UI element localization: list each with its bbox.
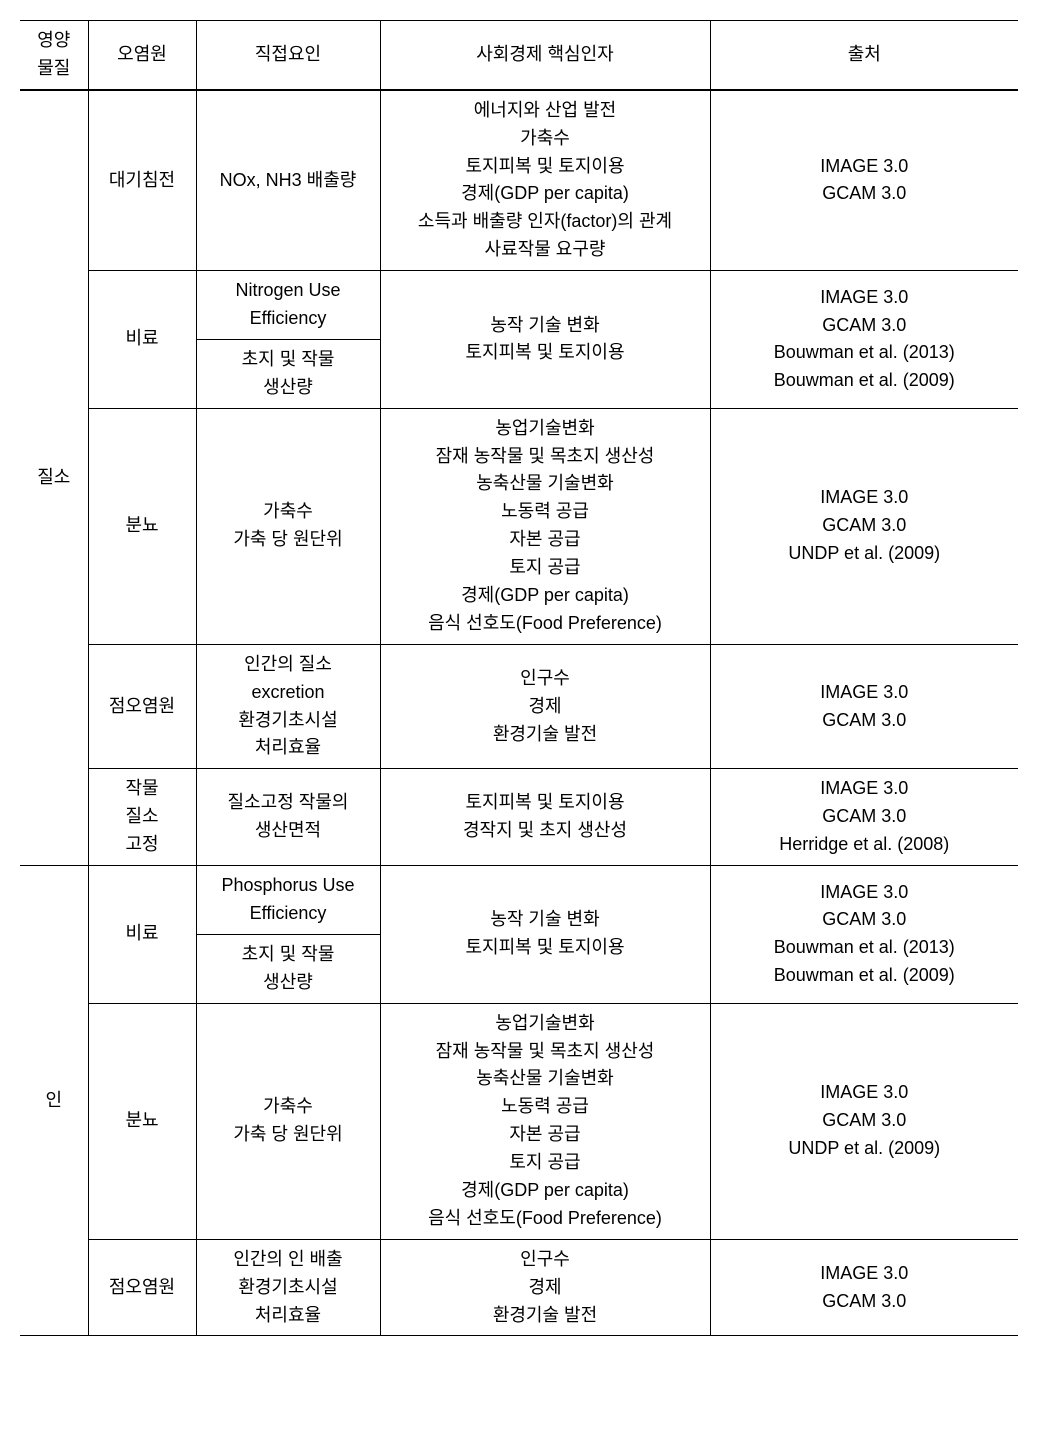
cell-source: 비료 xyxy=(88,271,196,409)
header-socio: 사회경제 핵심인자 xyxy=(380,21,710,90)
table-header-row: 영양 물질 오염원 직접요인 사회경제 핵심인자 출처 xyxy=(20,21,1018,90)
cell-direct: Nitrogen Use Efficiency xyxy=(196,271,380,340)
cell-source: 분뇨 xyxy=(88,1003,196,1239)
header-source: 오염원 xyxy=(88,21,196,90)
cell-ref: IMAGE 3.0 GCAM 3.0 Bouwman et al. (2013)… xyxy=(710,271,1018,409)
cell-ref: IMAGE 3.0 GCAM 3.0 UNDP et al. (2009) xyxy=(710,408,1018,644)
cell-source: 대기침전 xyxy=(88,90,196,270)
cell-source: 분뇨 xyxy=(88,408,196,644)
header-ref: 출처 xyxy=(710,21,1018,90)
cell-source: 점오염원 xyxy=(88,1239,196,1336)
cell-ref: IMAGE 3.0 GCAM 3.0 xyxy=(710,644,1018,769)
cell-direct: 가축수 가축 당 원단위 xyxy=(196,408,380,644)
cell-direct: 인간의 질소 excretion 환경기초시설 처리효율 xyxy=(196,644,380,769)
cell-source: 비료 xyxy=(88,866,196,1004)
header-nutrient: 영양 물질 xyxy=(20,21,88,90)
cell-socio: 농작 기술 변화 토지피복 및 토지이용 xyxy=(380,866,710,1004)
cell-nutrient-nitrogen: 질소 xyxy=(20,90,88,865)
table-row: 분뇨 가축수 가축 당 원단위 농업기술변화 잠재 농작물 및 목초지 생산성 … xyxy=(20,1003,1018,1239)
table-row: 비료 Nitrogen Use Efficiency 농작 기술 변화 토지피복… xyxy=(20,271,1018,340)
table-row: 인 비료 Phosphorus Use Efficiency 농작 기술 변화 … xyxy=(20,866,1018,935)
cell-socio: 농업기술변화 잠재 농작물 및 목초지 생산성 농축산물 기술변화 노동력 공급… xyxy=(380,1003,710,1239)
table-row: 점오염원 인간의 인 배출 환경기초시설 처리효율 인구수 경제 환경기술 발전… xyxy=(20,1239,1018,1336)
cell-direct: 초지 및 작물 생산량 xyxy=(196,339,380,408)
cell-source: 작물 질소 고정 xyxy=(88,769,196,866)
table-row: 점오염원 인간의 질소 excretion 환경기초시설 처리효율 인구수 경제… xyxy=(20,644,1018,769)
cell-source: 점오염원 xyxy=(88,644,196,769)
cell-nutrient-phosphorus: 인 xyxy=(20,866,88,1336)
cell-socio: 농작 기술 변화 토지피복 및 토지이용 xyxy=(380,271,710,409)
cell-direct: 초지 및 작물 생산량 xyxy=(196,934,380,1003)
cell-socio: 에너지와 산업 발전 가축수 토지피복 및 토지이용 경제(GDP per ca… xyxy=(380,90,710,270)
cell-ref: IMAGE 3.0 GCAM 3.0 Herridge et al. (2008… xyxy=(710,769,1018,866)
header-direct: 직접요인 xyxy=(196,21,380,90)
cell-socio: 인구수 경제 환경기술 발전 xyxy=(380,1239,710,1336)
cell-socio: 토지피복 및 토지이용 경작지 및 초지 생산성 xyxy=(380,769,710,866)
cell-direct: 질소고정 작물의 생산면적 xyxy=(196,769,380,866)
table-row: 질소 대기침전 NOx, NH3 배출량 에너지와 산업 발전 가축수 토지피복… xyxy=(20,90,1018,270)
cell-direct: NOx, NH3 배출량 xyxy=(196,90,380,270)
cell-direct: Phosphorus Use Efficiency xyxy=(196,866,380,935)
cell-ref: IMAGE 3.0 GCAM 3.0 UNDP et al. (2009) xyxy=(710,1003,1018,1239)
cell-socio: 농업기술변화 잠재 농작물 및 목초지 생산성 농축산물 기술변화 노동력 공급… xyxy=(380,408,710,644)
cell-socio: 인구수 경제 환경기술 발전 xyxy=(380,644,710,769)
table-row: 분뇨 가축수 가축 당 원단위 농업기술변화 잠재 농작물 및 목초지 생산성 … xyxy=(20,408,1018,644)
cell-direct: 인간의 인 배출 환경기초시설 처리효율 xyxy=(196,1239,380,1336)
cell-ref: IMAGE 3.0 GCAM 3.0 xyxy=(710,90,1018,270)
data-table: 영양 물질 오염원 직접요인 사회경제 핵심인자 출처 질소 대기침전 NOx,… xyxy=(20,20,1018,1336)
cell-direct: 가축수 가축 당 원단위 xyxy=(196,1003,380,1239)
cell-ref: IMAGE 3.0 GCAM 3.0 xyxy=(710,1239,1018,1336)
cell-ref: IMAGE 3.0 GCAM 3.0 Bouwman et al. (2013)… xyxy=(710,866,1018,1004)
nutrient-factors-table: 영양 물질 오염원 직접요인 사회경제 핵심인자 출처 질소 대기침전 NOx,… xyxy=(20,20,1018,1336)
